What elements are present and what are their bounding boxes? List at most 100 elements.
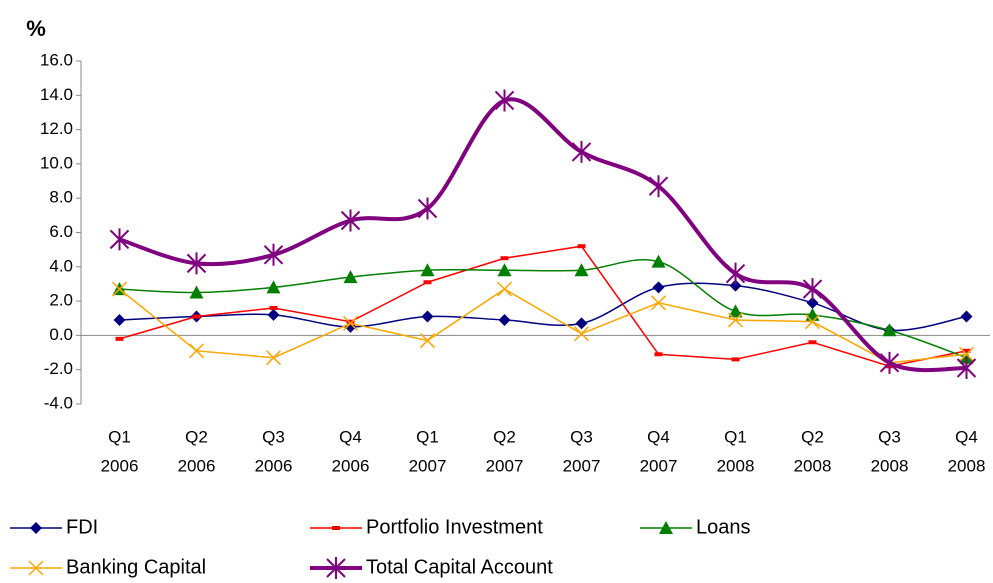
y-tick-label: -2.0 bbox=[44, 359, 73, 378]
point bbox=[882, 323, 897, 337]
point bbox=[956, 356, 977, 379]
x-tick-label: 2008 bbox=[717, 456, 755, 475]
y-tick-label: 0.0 bbox=[49, 325, 73, 344]
point bbox=[573, 326, 590, 342]
legend-label: Portfolio Investment bbox=[366, 516, 543, 538]
x-tick-label: Q2 bbox=[801, 427, 824, 446]
legend-item: Banking Capital bbox=[10, 556, 206, 578]
point bbox=[497, 263, 512, 277]
series-line bbox=[119, 288, 967, 364]
x-tick-label: Q2 bbox=[493, 427, 516, 446]
point bbox=[496, 281, 513, 297]
legend-item: Portfolio Investment bbox=[310, 516, 543, 538]
point bbox=[30, 522, 42, 534]
point bbox=[729, 279, 742, 292]
point bbox=[343, 270, 358, 284]
x-tick-label: 2008 bbox=[871, 456, 909, 475]
x-tick-label: 2008 bbox=[948, 456, 986, 475]
point bbox=[326, 557, 346, 579]
x-tick-label: 2007 bbox=[640, 456, 678, 475]
point bbox=[266, 280, 281, 294]
legend-label: Loans bbox=[696, 516, 751, 538]
series-line bbox=[118, 97, 967, 373]
point bbox=[498, 313, 511, 326]
point bbox=[115, 336, 124, 341]
point bbox=[494, 89, 515, 112]
point bbox=[571, 140, 592, 163]
point bbox=[265, 350, 282, 366]
x-tick-label: Q1 bbox=[416, 427, 439, 446]
legend-label: Banking Capital bbox=[66, 556, 206, 578]
point bbox=[960, 310, 973, 323]
point bbox=[651, 254, 666, 268]
point bbox=[500, 256, 509, 261]
x-tick-label: 2006 bbox=[332, 456, 370, 475]
y-tick-label: 10.0 bbox=[40, 153, 73, 172]
point bbox=[575, 317, 588, 330]
point bbox=[423, 280, 432, 285]
x-tick-label: Q1 bbox=[724, 427, 747, 446]
y-tick-label: 8.0 bbox=[49, 188, 73, 207]
point bbox=[650, 295, 667, 311]
point bbox=[267, 308, 280, 321]
x-tick-label: 2007 bbox=[486, 456, 524, 475]
x-tick-label: 2007 bbox=[563, 456, 601, 475]
y-tick-label: 4.0 bbox=[49, 256, 73, 275]
point bbox=[263, 243, 284, 266]
point bbox=[340, 209, 361, 232]
series-line bbox=[119, 245, 967, 368]
point bbox=[879, 351, 900, 374]
point bbox=[958, 346, 975, 362]
series bbox=[109, 89, 977, 379]
point bbox=[577, 244, 586, 249]
point bbox=[189, 285, 204, 299]
y-tick-label: 12.0 bbox=[40, 119, 73, 138]
y-tick-label: 6.0 bbox=[49, 222, 73, 241]
point bbox=[111, 281, 128, 297]
point bbox=[269, 305, 278, 310]
legend-label: FDI bbox=[66, 516, 98, 538]
point bbox=[728, 304, 743, 318]
point bbox=[421, 310, 434, 323]
x-tick-label: 2008 bbox=[794, 456, 832, 475]
x-tick-label: 2006 bbox=[101, 456, 139, 475]
legend-item: FDI bbox=[10, 516, 98, 538]
legend-item: Total Capital Account bbox=[310, 556, 553, 579]
y-axis-label: % bbox=[26, 16, 46, 41]
x-tick-label: Q3 bbox=[262, 427, 285, 446]
point bbox=[806, 296, 819, 309]
x-tick-label: 2006 bbox=[178, 456, 216, 475]
point bbox=[109, 228, 130, 251]
point bbox=[113, 313, 126, 326]
legend-label: Total Capital Account bbox=[366, 556, 553, 578]
x-tick-label: Q2 bbox=[185, 427, 208, 446]
y-tick-label: 2.0 bbox=[49, 291, 73, 310]
x-tick-label: Q1 bbox=[108, 427, 131, 446]
point bbox=[659, 521, 673, 534]
x-tick-label: Q4 bbox=[647, 427, 670, 446]
point bbox=[727, 312, 744, 328]
point bbox=[802, 278, 823, 301]
point bbox=[188, 343, 205, 359]
point bbox=[332, 526, 340, 530]
y-tick-label: 14.0 bbox=[40, 85, 73, 104]
series bbox=[112, 254, 974, 364]
series-line bbox=[119, 259, 967, 359]
point bbox=[808, 340, 817, 345]
x-tick-label: 2007 bbox=[409, 456, 447, 475]
point bbox=[804, 314, 821, 330]
series bbox=[111, 281, 975, 371]
x-tick-label: 2006 bbox=[255, 456, 293, 475]
point bbox=[420, 263, 435, 277]
x-tick-label: Q4 bbox=[955, 427, 978, 446]
x-tick-label: Q4 bbox=[339, 427, 362, 446]
point bbox=[342, 315, 359, 331]
x-tick-label: Q3 bbox=[570, 427, 593, 446]
point bbox=[28, 560, 44, 576]
point bbox=[192, 314, 201, 319]
point bbox=[419, 333, 436, 349]
point bbox=[186, 252, 207, 275]
x-tick-label: Q3 bbox=[878, 427, 901, 446]
y-tick-label: 16.0 bbox=[40, 50, 73, 69]
